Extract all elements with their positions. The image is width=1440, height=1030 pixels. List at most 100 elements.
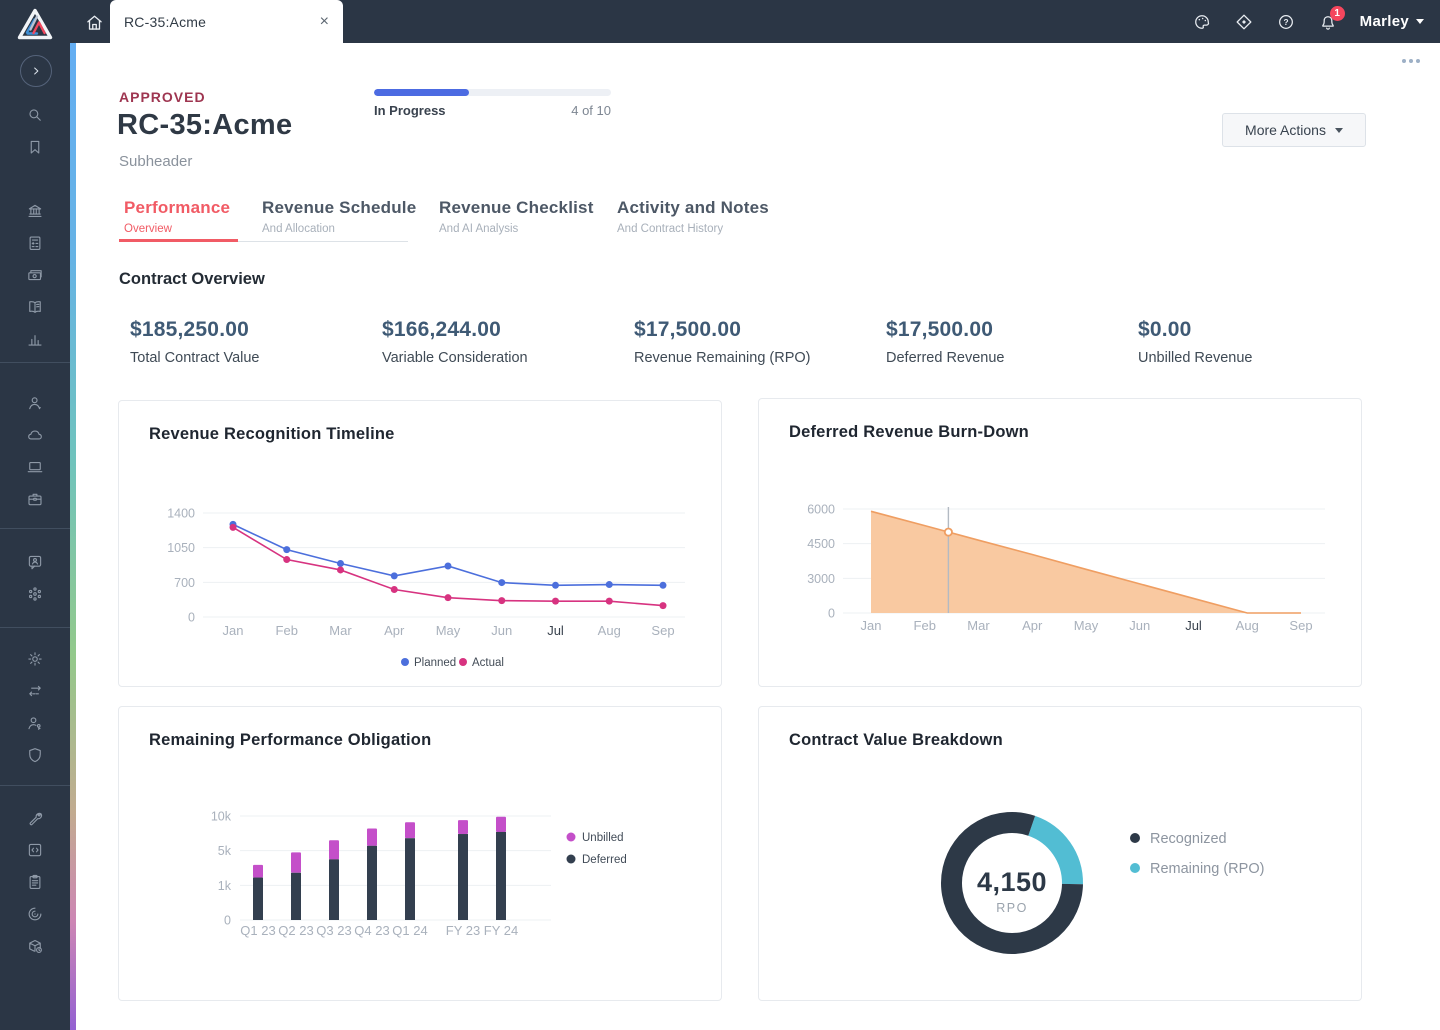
card-deferred-revenue-burndown: Deferred Revenue Burn-Down 0 3000 4500 6000… xyxy=(758,398,1362,687)
svg-text:Q1 23: Q1 23 xyxy=(240,923,275,938)
cloud-icon[interactable] xyxy=(26,426,44,444)
svg-text:Feb: Feb xyxy=(276,623,298,638)
power-icon[interactable] xyxy=(26,905,44,923)
svg-text:May: May xyxy=(436,623,461,638)
tab-revenue-schedule[interactable]: Revenue Schedule And Allocation xyxy=(262,198,417,235)
revenue-recognition-timeline-chart: 0 700 1050 1400 Jan Feb Mar Apr May Jun Jul Aug Sep P… xyxy=(167,507,685,669)
svg-text:?: ? xyxy=(1283,16,1288,26)
swap-arrows-icon[interactable] xyxy=(26,682,44,700)
svg-text:Jan: Jan xyxy=(223,623,244,638)
bar-chart-icon[interactable] xyxy=(26,330,44,348)
svg-text:Sep: Sep xyxy=(651,623,674,638)
wrench-icon[interactable] xyxy=(26,809,44,827)
progress-label: In Progress xyxy=(374,103,446,118)
svg-text:Remaining (RPO): Remaining (RPO) xyxy=(1150,861,1264,877)
svg-text:1400: 1400 xyxy=(167,507,195,521)
bank-icon[interactable] xyxy=(26,202,44,220)
chart-title: Contract Value Breakdown xyxy=(789,731,1003,749)
stat-revenue-remaining: $17,500.00 Revenue Remaining (RPO) xyxy=(634,318,811,366)
stat-variable-consideration: $166,244.00 Variable Consideration xyxy=(382,318,528,366)
sidebar-divider xyxy=(0,528,70,529)
stat-total-contract-value: $185,250.00 Total Contract Value xyxy=(130,318,260,366)
briefcase-icon[interactable] xyxy=(26,490,44,508)
chart-title: Remaining Performance Obligation xyxy=(149,731,432,749)
svg-text:Actual: Actual xyxy=(472,657,504,669)
chevron-down-icon xyxy=(1416,19,1424,24)
svg-text:May: May xyxy=(1074,618,1099,633)
svg-text:3000: 3000 xyxy=(807,572,835,586)
user-name: Marley xyxy=(1359,13,1409,30)
svg-text:1k: 1k xyxy=(218,879,232,893)
stat-deferred-revenue: $17,500.00 Deferred Revenue xyxy=(886,318,1005,366)
card-revenue-recognition-timeline: Revenue Recognition Timeline 0 700 1050 140… xyxy=(118,400,722,687)
card-contract-value-breakdown: Contract Value Breakdown 4,150 RPO Recogni… xyxy=(758,706,1362,1001)
cash-icon[interactable] xyxy=(26,266,44,284)
document-tab[interactable]: RC-35:Acme × xyxy=(110,0,343,43)
notification-badge: 1 xyxy=(1329,5,1345,21)
svg-text:Jun: Jun xyxy=(1129,618,1150,633)
gear-icon[interactable] xyxy=(26,650,44,668)
remaining-performance-obligation-chart: 0 1k 5k 10k Q1 23 Q2 23 Q3 23 Q4 23 Q1 24 FY 23 FY… xyxy=(211,810,627,939)
svg-text:FY 24: FY 24 xyxy=(484,923,518,938)
laptop-icon[interactable] xyxy=(26,458,44,476)
search-icon[interactable] xyxy=(26,106,44,124)
sidebar-divider xyxy=(0,627,70,628)
contract-value-breakdown-chart: 4,150 RPO Recognized Remaining (RPO) xyxy=(941,812,1264,954)
svg-text:Jul: Jul xyxy=(1185,618,1202,633)
svg-text:700: 700 xyxy=(174,576,195,590)
svg-text:Jul: Jul xyxy=(547,623,564,638)
svg-text:Q1 24: Q1 24 xyxy=(392,923,427,938)
more-actions-button[interactable]: More Actions xyxy=(1222,113,1366,147)
sidebar-divider xyxy=(0,362,70,363)
svg-text:4500: 4500 xyxy=(807,537,835,551)
package-icon[interactable] xyxy=(26,937,44,955)
svg-text:6000: 6000 xyxy=(807,503,835,517)
svg-text:Feb: Feb xyxy=(914,618,936,633)
svg-text:Aug: Aug xyxy=(598,623,621,638)
notifications-icon[interactable]: 1 xyxy=(1318,5,1345,32)
shield-icon[interactable] xyxy=(26,746,44,764)
calculator-icon[interactable] xyxy=(26,234,44,252)
target-icon[interactable] xyxy=(1234,12,1254,32)
svg-text:Apr: Apr xyxy=(384,623,405,638)
code-icon[interactable] xyxy=(26,841,44,859)
sidebar-collapse-button[interactable] xyxy=(20,55,52,87)
accent-strip xyxy=(70,43,76,1030)
svg-text:0: 0 xyxy=(224,914,231,928)
more-options-icon[interactable] xyxy=(1402,59,1420,63)
user-menu[interactable]: Marley xyxy=(1360,13,1424,30)
book-icon[interactable] xyxy=(26,298,44,316)
person-icon[interactable] xyxy=(26,394,44,412)
section-heading: Contract Overview xyxy=(119,270,265,288)
svg-text:5k: 5k xyxy=(218,844,232,858)
main-content: APPROVED RC-35:Acme Subheader In Progres… xyxy=(70,43,1440,1030)
svg-text:Unbilled: Unbilled xyxy=(582,832,624,844)
svg-text:Recognized: Recognized xyxy=(1150,831,1227,847)
bookmark-icon[interactable] xyxy=(26,138,44,156)
person-key-icon[interactable] xyxy=(26,714,44,732)
tab-revenue-checklist[interactable]: Revenue Checklist And AI Analysis xyxy=(439,198,594,235)
tab-activity-and-notes[interactable]: Activity and Notes And Contract History xyxy=(617,198,769,235)
svg-text:Q4 23: Q4 23 xyxy=(354,923,389,938)
chevron-down-icon xyxy=(1334,127,1343,133)
chat-person-icon[interactable] xyxy=(26,553,44,571)
svg-text:FY 23: FY 23 xyxy=(446,923,480,938)
tab-underline xyxy=(238,240,408,242)
svg-text:Mar: Mar xyxy=(329,623,352,638)
svg-text:0: 0 xyxy=(188,611,195,625)
home-button[interactable] xyxy=(80,8,108,36)
svg-text:4,150: 4,150 xyxy=(977,867,1047,897)
document-tab-title: RC-35:Acme xyxy=(124,13,207,30)
chart-title: Deferred Revenue Burn-Down xyxy=(789,423,1029,441)
deferred-revenue-burndown-chart: 0 3000 4500 6000 Jan Feb Mar Apr May Jun Jul Aug Sep xyxy=(807,503,1325,633)
clipboard-icon[interactable] xyxy=(26,873,44,891)
network-icon[interactable] xyxy=(26,585,44,603)
help-icon[interactable]: ? xyxy=(1276,12,1296,32)
close-icon[interactable]: × xyxy=(319,12,329,30)
palette-icon[interactable] xyxy=(1192,12,1212,32)
svg-text:RPO: RPO xyxy=(996,901,1028,915)
svg-text:Jun: Jun xyxy=(491,623,512,638)
progress-count: 4 of 10 xyxy=(571,103,611,118)
svg-text:Mar: Mar xyxy=(967,618,990,633)
tab-performance[interactable]: Performance Overview xyxy=(124,198,231,235)
